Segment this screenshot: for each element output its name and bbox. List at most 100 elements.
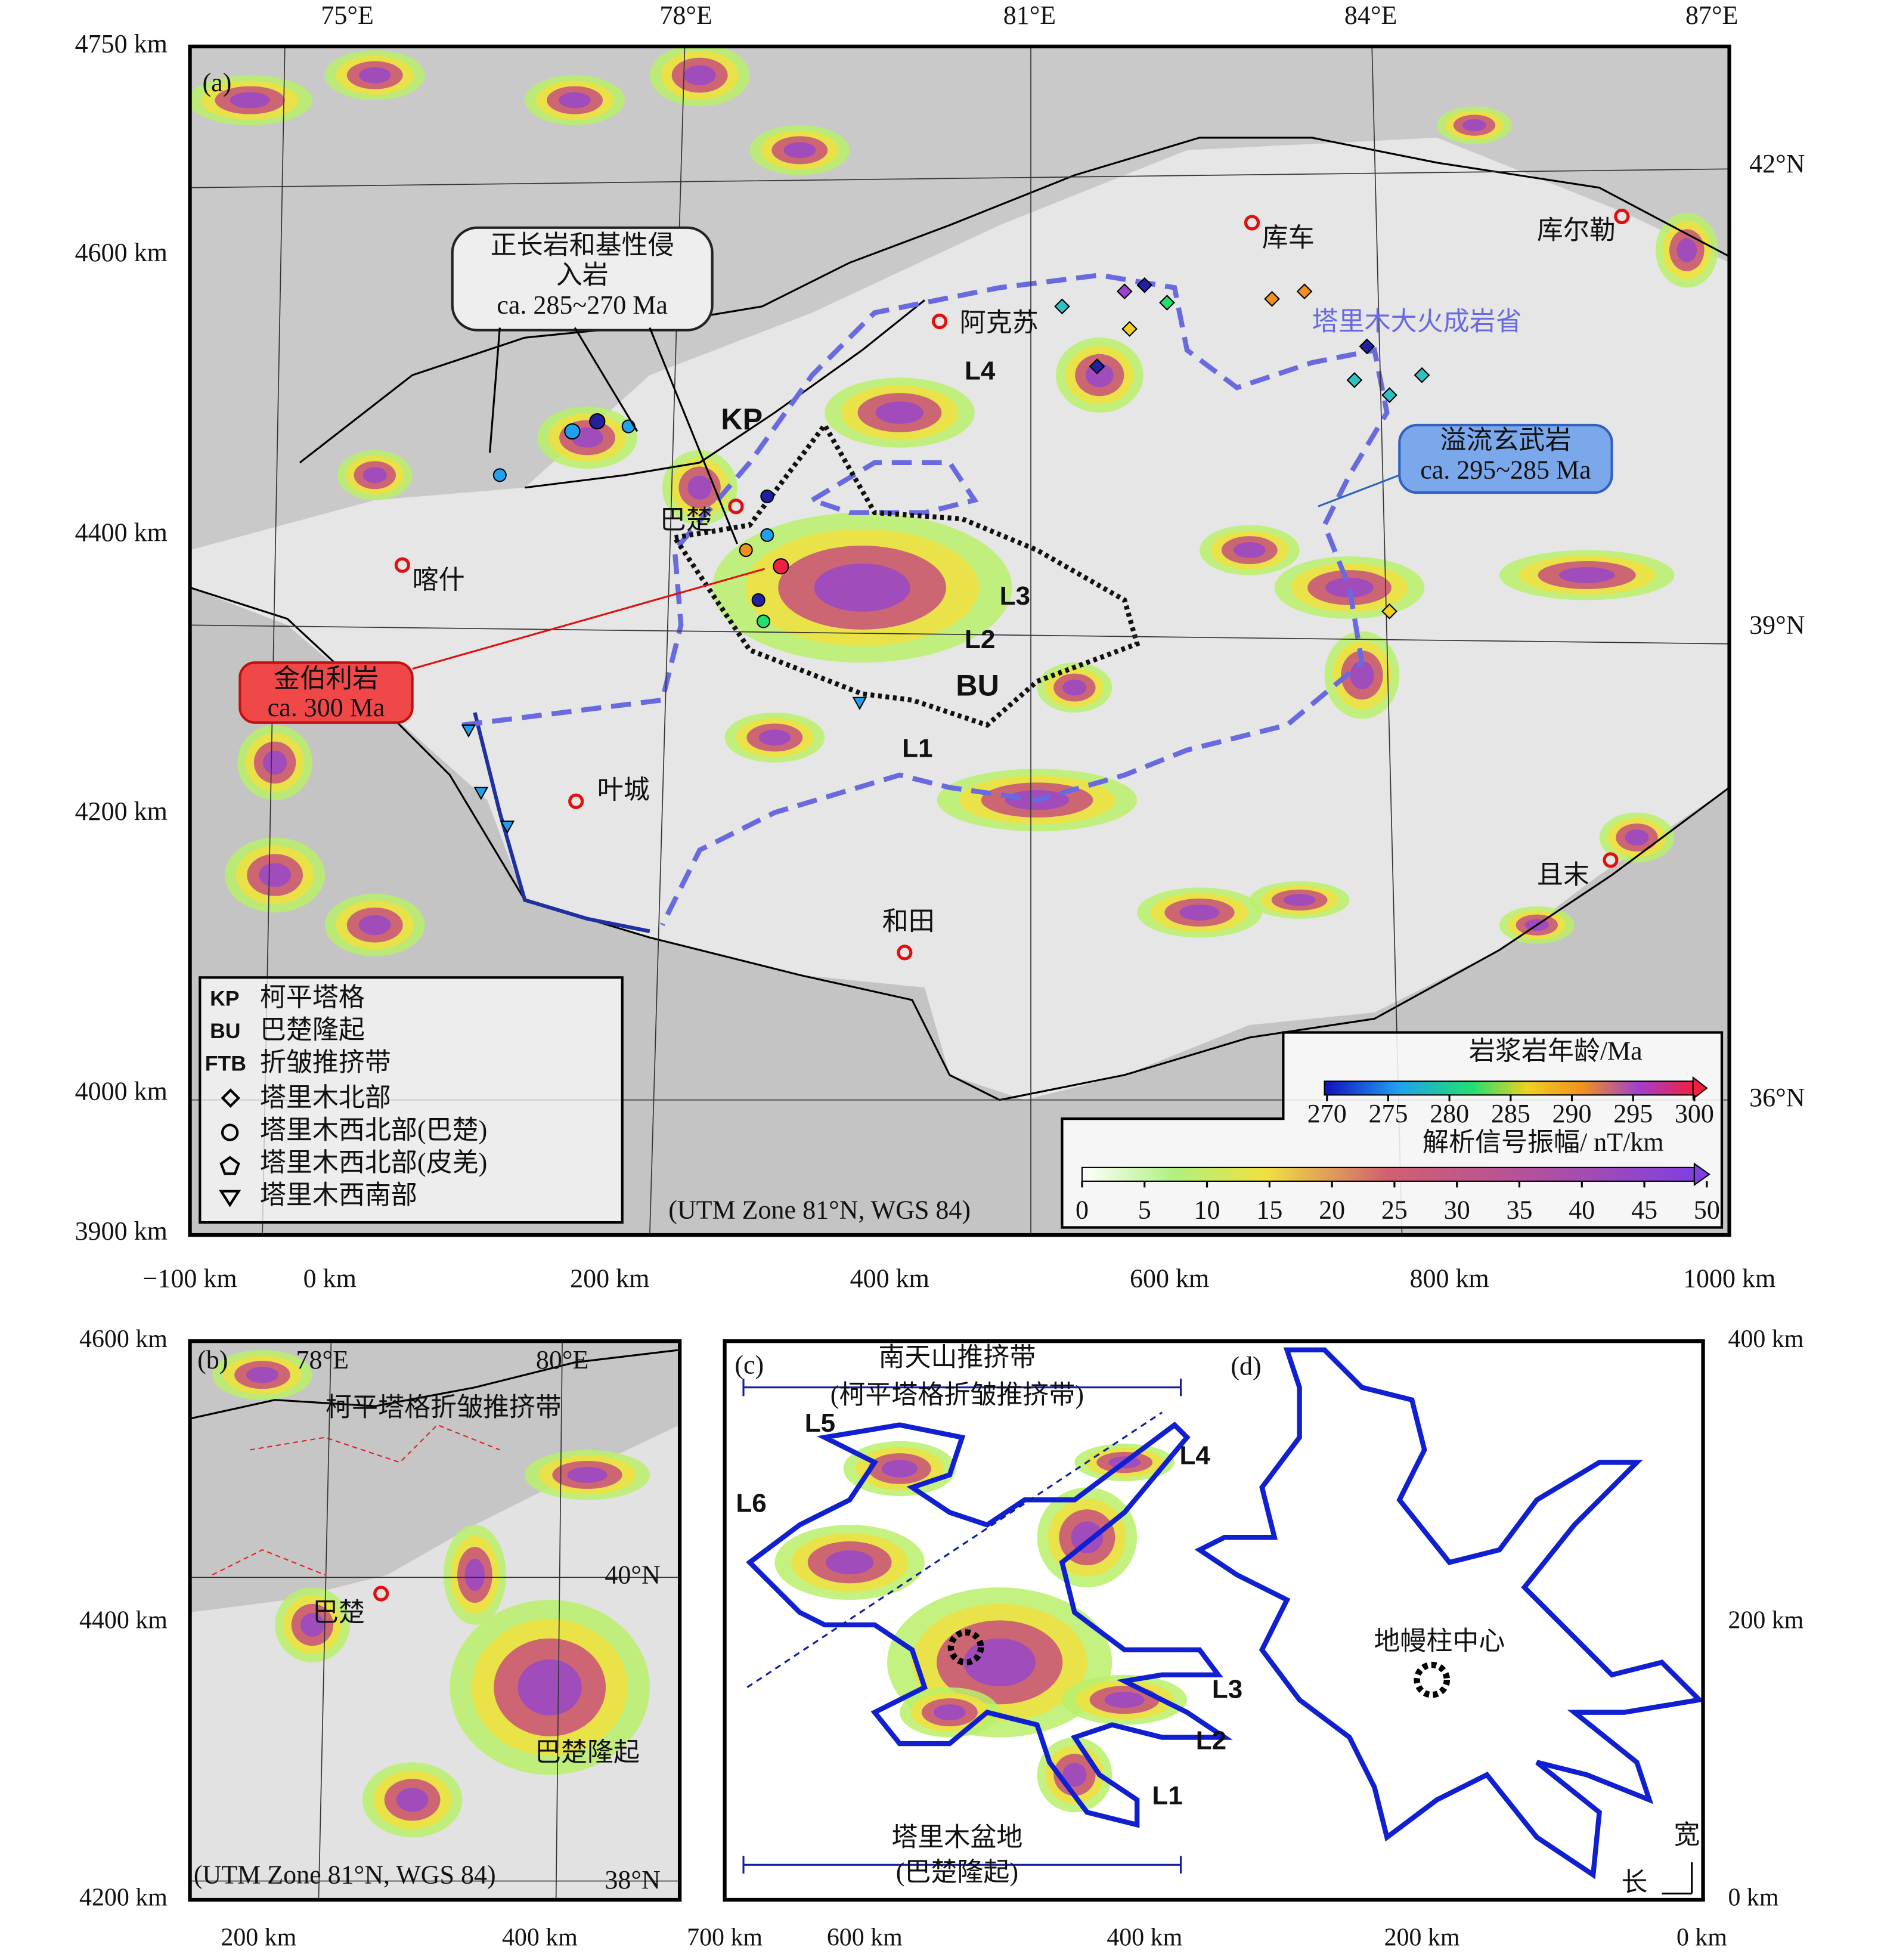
place: 叶城	[597, 775, 650, 804]
anomaly	[783, 142, 816, 159]
anomaly	[1350, 661, 1374, 689]
legend-text: 塔里木西北部(巴楚)	[260, 1115, 487, 1144]
lat-label: 40°N	[605, 1560, 660, 1589]
belt-label: 柯平塔格折皱推挤带	[326, 1393, 562, 1422]
frame-a	[188, 44, 1731, 1237]
lon-label: 78°E	[296, 1345, 348, 1374]
zone-label: (巴楚隆起)	[896, 1857, 1018, 1887]
x-label: 600 km	[1130, 1264, 1209, 1293]
anomaly	[362, 467, 387, 484]
lineament: L1	[902, 733, 932, 763]
x-label: 400 km	[502, 1924, 578, 1952]
anomaly	[1283, 894, 1316, 906]
place: 巴楚	[660, 506, 712, 535]
lon-label: 81°E	[1003, 1, 1056, 30]
anomaly	[358, 915, 391, 936]
anomaly	[262, 750, 287, 775]
colorbar-tick-label: 275	[1368, 1099, 1408, 1128]
panel-label: (c)	[735, 1350, 764, 1379]
projection: (UTM Zone 81°N, WGS 84)	[194, 1860, 496, 1889]
x-label: 700 km	[687, 1924, 763, 1952]
place: 库车	[1262, 223, 1315, 252]
x-label: 600 km	[827, 1924, 903, 1952]
place: 巴楚	[312, 1597, 365, 1627]
colorbar-tick-label: 300	[1675, 1099, 1714, 1128]
lineament: L6	[736, 1488, 766, 1518]
panel-cd-bg	[724, 1341, 1703, 1900]
place: 库尔勒	[1537, 215, 1616, 244]
anomaly	[1062, 1763, 1087, 1787]
y-label: 4400 km	[79, 1606, 168, 1634]
lineament: L2	[1196, 1726, 1226, 1755]
colorbar-tick-label: 45	[1631, 1195, 1657, 1224]
anomaly-outline	[746, 1422, 1233, 1828]
anomaly	[1325, 577, 1374, 598]
anomaly	[358, 67, 391, 83]
callout-text: ca. 300 Ma	[268, 693, 385, 722]
axis-note: 宽	[1674, 1820, 1700, 1849]
legend-symbol: BU	[210, 1019, 240, 1043]
lon-label: 84°E	[1344, 1, 1397, 30]
anomaly	[300, 1612, 325, 1637]
anomaly	[687, 475, 712, 500]
panel-label: (b)	[197, 1345, 228, 1374]
y-label: 3900 km	[75, 1216, 168, 1246]
anomaly	[825, 1550, 874, 1575]
anomaly	[246, 1367, 278, 1383]
towns	[394, 208, 1630, 961]
colorbar-tick-label: 25	[1381, 1195, 1408, 1224]
y-label: 4000 km	[75, 1076, 168, 1106]
colorbar-tick-label: 30	[1444, 1195, 1470, 1224]
anomaly	[567, 1467, 608, 1483]
anomaly	[559, 92, 591, 109]
legend-text: 折皱推挤带	[260, 1048, 391, 1077]
callout	[451, 226, 738, 544]
province-label: 塔里木大火成岩省	[1312, 306, 1522, 336]
lat-label: 42°N	[1749, 149, 1805, 178]
colorbar-tick-label: 35	[1507, 1195, 1533, 1224]
callout-text: 入岩	[556, 261, 609, 290]
colorbar-tick-label: 40	[1569, 1195, 1595, 1224]
colorbar-tick-label: 20	[1319, 1195, 1345, 1224]
frame-b	[188, 1339, 682, 1902]
anomaly	[396, 1788, 429, 1812]
lon-label: 80°E	[536, 1345, 588, 1374]
x-label: 0 km	[1676, 1924, 1727, 1952]
anomaly	[758, 729, 791, 746]
x-label: 400 km	[1107, 1924, 1182, 1952]
lineament: L3	[1000, 581, 1030, 611]
place: 和田	[882, 906, 935, 936]
lineament: L4	[1179, 1441, 1210, 1470]
scale-arrows	[1662, 1862, 1693, 1895]
structure-label: KP	[721, 402, 763, 436]
place: 阿克苏	[960, 308, 1039, 337]
zone-label: 塔里木盆地	[891, 1823, 1022, 1852]
anomaly	[963, 1638, 1036, 1687]
axis-note: 长	[1621, 1868, 1647, 1897]
colorbar-title: 岩浆岩年龄/Ma	[1469, 1036, 1643, 1066]
colorbar-tick-label: 285	[1491, 1099, 1530, 1128]
legend-symbol: KP	[210, 986, 239, 1010]
lineament: L2	[965, 625, 995, 654]
span-bars	[742, 1379, 1182, 1874]
plume-outline	[1194, 1347, 1705, 1880]
colorbar-tick-label: 15	[1256, 1195, 1282, 1224]
legend-text: 柯平塔格	[260, 983, 365, 1012]
callout-text: ca. 295~285 Ma	[1420, 456, 1591, 485]
uplift-label: 巴楚隆起	[535, 1738, 640, 1767]
lat-label: 36°N	[1749, 1083, 1805, 1112]
zone-label: 南天山推挤带	[878, 1343, 1036, 1372]
panel-label: (d)	[1231, 1351, 1261, 1380]
callout-text: ca. 285~270 Ma	[497, 290, 668, 320]
lon-label: 78°E	[659, 1, 712, 30]
anomaly	[259, 863, 291, 887]
colorbar-tick-label: 295	[1613, 1099, 1653, 1128]
structure-label: BU	[956, 668, 999, 702]
panel-label: (a)	[203, 68, 232, 97]
anomaly	[464, 1559, 485, 1591]
legend-text: 塔里木西北部(皮羌)	[260, 1148, 487, 1177]
samples	[461, 277, 1430, 834]
anomaly	[1104, 1692, 1145, 1708]
place: 喀什	[413, 565, 465, 594]
